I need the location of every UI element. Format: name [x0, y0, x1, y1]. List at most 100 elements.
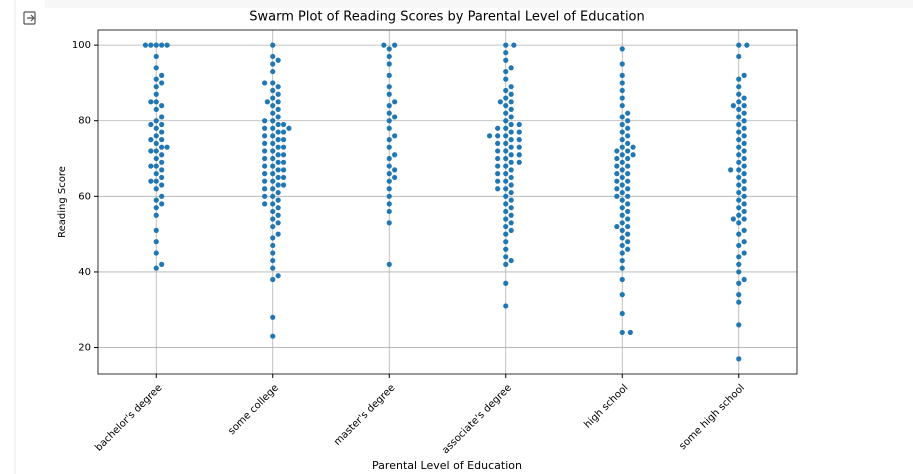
data-point [619, 265, 625, 271]
data-point [625, 223, 631, 230]
data-point [741, 133, 747, 139]
data-point [516, 121, 522, 128]
data-point [148, 137, 154, 143]
data-point [503, 163, 509, 169]
data-point [736, 182, 742, 188]
data-point [262, 201, 268, 207]
data-point [270, 110, 276, 116]
data-point [270, 171, 276, 177]
data-point [508, 91, 514, 97]
data-point [153, 163, 159, 169]
data-point [392, 167, 398, 173]
data-point [741, 118, 747, 124]
data-point [619, 103, 625, 109]
data-point [736, 84, 742, 90]
data-point [736, 261, 742, 267]
data-point [503, 42, 509, 48]
data-point [741, 250, 747, 256]
data-point [262, 125, 268, 131]
data-point [275, 144, 281, 150]
data-point [741, 193, 747, 199]
data-point [386, 186, 392, 192]
data-point [619, 276, 625, 283]
data-point [741, 171, 747, 177]
data-point [508, 114, 514, 120]
data-point [508, 205, 514, 211]
data-point [386, 84, 392, 90]
data-point [508, 220, 514, 226]
data-point [614, 148, 620, 154]
data-point [503, 110, 509, 116]
data-point [275, 121, 281, 128]
data-point [741, 95, 747, 101]
x-axis-label: Parental Level of Education [372, 459, 522, 472]
data-point [619, 95, 625, 101]
data-point [614, 163, 620, 169]
output-icon[interactable] [23, 11, 36, 25]
data-point [270, 42, 276, 48]
data-point [614, 186, 620, 192]
data-point [262, 186, 268, 192]
data-point [153, 140, 159, 147]
data-point [516, 144, 522, 150]
data-point [262, 163, 268, 169]
data-point [386, 137, 392, 143]
data-point [153, 171, 159, 177]
data-point [153, 118, 159, 124]
data-point [392, 152, 398, 158]
data-point [503, 171, 509, 177]
data-point [741, 276, 747, 283]
data-point [503, 50, 509, 56]
data-point [153, 250, 159, 256]
data-point [270, 178, 276, 184]
data-point [736, 159, 742, 165]
data-point [495, 155, 501, 162]
data-point [614, 178, 620, 184]
data-point [270, 257, 276, 264]
data-point [503, 246, 509, 252]
data-point [148, 42, 154, 48]
data-point [503, 193, 509, 199]
data-point [736, 299, 742, 305]
data-point [159, 159, 165, 165]
data-point [164, 42, 170, 48]
data-point [503, 95, 509, 101]
data-point [153, 148, 159, 154]
y-tick-label: 20 [78, 343, 91, 354]
data-point [741, 125, 747, 131]
data-point [275, 220, 281, 226]
data-point [736, 91, 742, 97]
data-point [619, 235, 625, 241]
data-point [386, 155, 392, 162]
data-point [495, 171, 501, 177]
data-point [508, 257, 514, 264]
data-point [392, 99, 398, 105]
data-point [270, 250, 276, 256]
data-point [736, 322, 742, 328]
data-point [736, 254, 742, 260]
data-point [159, 144, 165, 150]
data-point [625, 155, 631, 162]
data-point [159, 114, 165, 120]
data-point [736, 99, 742, 105]
data-point [270, 235, 276, 241]
data-point [275, 91, 281, 97]
data-point [741, 140, 747, 147]
data-point [619, 310, 625, 317]
data-point [625, 148, 631, 154]
data-point [497, 99, 503, 105]
data-point [503, 133, 509, 139]
data-point [159, 182, 165, 188]
data-point [275, 182, 281, 188]
data-point [153, 91, 159, 97]
data-point [153, 227, 159, 233]
data-point [270, 87, 276, 94]
data-point [503, 254, 509, 260]
x-tick-label: high school [582, 382, 630, 430]
data-point [736, 356, 742, 362]
data-point [508, 174, 514, 181]
data-point [153, 53, 159, 60]
data-point [625, 208, 631, 215]
data-point [736, 212, 742, 218]
data-point [508, 159, 514, 165]
